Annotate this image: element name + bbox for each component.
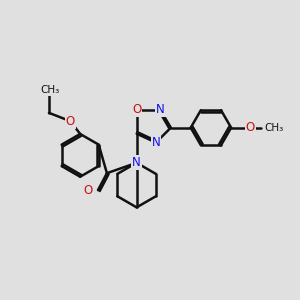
Text: O: O (66, 115, 75, 128)
Text: CH₃: CH₃ (264, 123, 284, 133)
Text: N: N (152, 136, 160, 149)
Text: O: O (132, 103, 141, 116)
Text: CH₃: CH₃ (41, 85, 60, 95)
Text: N: N (156, 103, 165, 116)
Text: O: O (83, 184, 93, 196)
Text: O: O (246, 121, 255, 134)
Text: N: N (132, 156, 141, 169)
